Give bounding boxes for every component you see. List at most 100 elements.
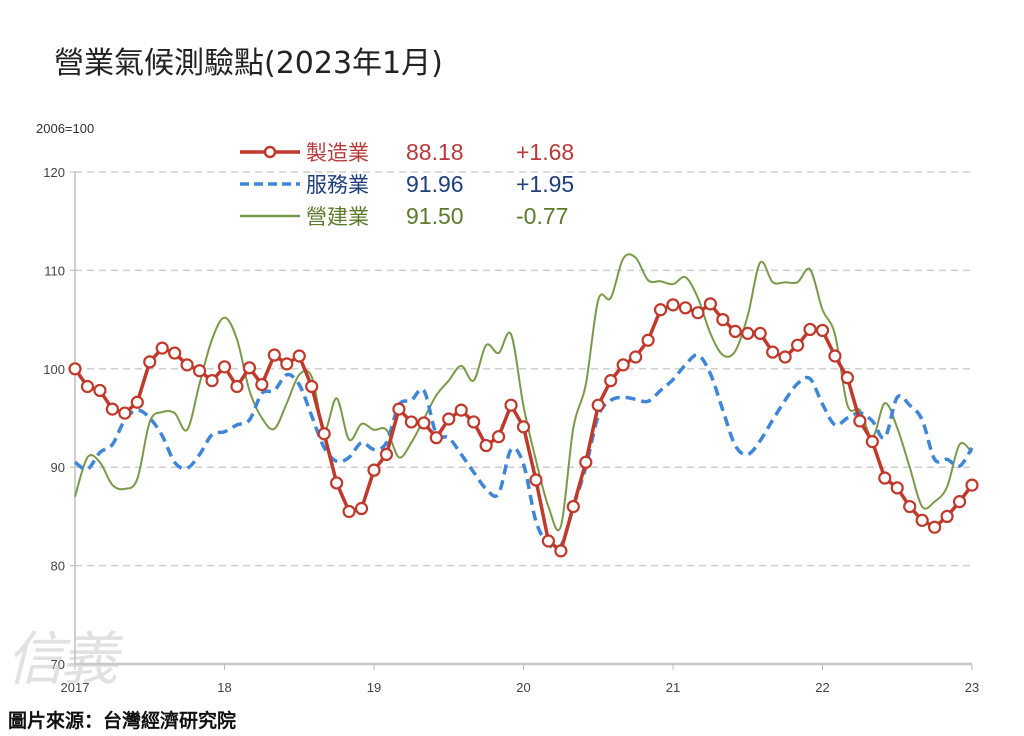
x-tick-label: 2017 <box>61 680 90 695</box>
axes: 2017 18 19 20 21 22 23 <box>61 172 979 695</box>
y-tick-label: 110 <box>44 263 65 278</box>
services-line <box>73 353 974 551</box>
legend-item-construction: 營建業 91.50 -0.77 <box>240 200 574 232</box>
data-point-marker <box>853 414 867 428</box>
data-point-marker <box>716 313 730 327</box>
data-point-marker <box>653 303 668 317</box>
y-tick-label: 90 <box>51 460 65 475</box>
data-point-marker <box>965 478 979 492</box>
data-point-marker <box>317 427 331 441</box>
data-point-marker <box>280 357 294 371</box>
data-point-marker <box>467 415 481 429</box>
data-point-marker <box>429 431 443 445</box>
series-lines <box>68 253 979 558</box>
data-point-marker <box>392 402 406 416</box>
data-point-marker <box>903 499 917 514</box>
data-point-marker <box>703 297 717 311</box>
data-point-marker <box>292 349 306 363</box>
data-point-marker <box>479 438 493 453</box>
legend-name: 製造業 <box>306 141 369 165</box>
chart-title: 營業氣候測驗點(2023年1月) <box>54 46 443 81</box>
data-point-marker <box>155 341 169 355</box>
y-tick-label: 120 <box>43 165 65 180</box>
data-point-marker <box>591 398 605 412</box>
data-point-marker <box>778 350 792 364</box>
data-point-marker <box>741 326 755 340</box>
x-tick-label: 18 <box>217 680 231 695</box>
data-point-marker <box>217 360 232 374</box>
data-point-marker <box>940 509 954 524</box>
line-circle-icon <box>240 145 300 159</box>
data-point-marker <box>105 402 119 416</box>
data-point-marker <box>815 323 830 338</box>
data-point-marker <box>579 455 593 469</box>
data-point-marker <box>442 412 456 426</box>
data-point-marker <box>604 374 618 388</box>
data-point-marker <box>928 520 942 534</box>
data-point-marker <box>828 349 842 363</box>
data-point-marker <box>80 379 95 394</box>
legend-value: 91.50 <box>406 202 464 229</box>
data-point-marker <box>367 463 381 477</box>
data-point-marker <box>803 322 817 337</box>
data-point-marker <box>878 471 892 485</box>
data-point-marker <box>454 403 468 417</box>
data-point-marker <box>753 326 767 340</box>
data-point-marker <box>417 416 431 430</box>
legend-change: +1.68 <box>516 138 575 165</box>
data-point-marker <box>641 333 655 347</box>
data-point-marker <box>118 406 132 420</box>
data-point-marker <box>130 395 144 409</box>
data-point-marker <box>255 377 269 392</box>
x-tick-label: 20 <box>516 680 530 695</box>
data-point-marker <box>354 501 369 516</box>
data-point-marker <box>68 362 82 376</box>
image-source-caption: 圖片來源：台灣經濟研究院 <box>0 698 340 736</box>
legend-change: -0.77 <box>516 202 569 229</box>
data-point-marker <box>529 473 543 487</box>
legend-item-manufacturing: 製造業 88.18 +1.68 <box>240 136 574 168</box>
data-point-marker <box>554 544 568 558</box>
y-tick-label: 80 <box>51 559 65 574</box>
data-point-marker <box>93 383 107 398</box>
data-point-marker <box>379 447 394 462</box>
data-point-marker <box>242 361 257 375</box>
legend-value: 91.96 <box>406 170 464 197</box>
data-point-marker <box>180 358 194 372</box>
data-point-marker <box>666 298 680 312</box>
data-point-marker <box>616 358 630 372</box>
legend: 製造業 88.18 +1.68 服務業 91.96 +1.95 營建業 91.5… <box>240 136 574 232</box>
data-point-marker <box>691 306 705 320</box>
data-point-marker <box>678 301 693 315</box>
data-point-marker <box>952 495 967 509</box>
data-point-marker <box>728 324 742 339</box>
x-tick-label: 22 <box>815 680 829 695</box>
legend-value: 88.18 <box>406 138 464 165</box>
data-point-marker <box>342 504 356 519</box>
data-point-marker <box>267 348 281 362</box>
baseline-label: 2006=100 <box>36 121 95 136</box>
data-point-marker <box>766 345 780 359</box>
legend-item-services: 服務業 91.96 +1.95 <box>240 168 574 200</box>
data-point-marker <box>205 374 219 388</box>
legend-name: 營建業 <box>306 205 369 229</box>
x-tick-label: 23 <box>965 680 979 695</box>
y-tick-label: 100 <box>43 362 65 377</box>
data-point-marker <box>230 379 244 394</box>
data-point-marker <box>790 338 805 352</box>
data-point-marker <box>504 398 518 412</box>
legend-change: +1.95 <box>516 170 575 197</box>
watermark: 信義 <box>6 625 118 693</box>
data-point-marker <box>168 346 182 360</box>
solid-line-icon <box>240 214 300 218</box>
dashed-line-icon <box>240 182 300 186</box>
data-point-marker <box>404 415 418 429</box>
construction-line <box>74 253 973 532</box>
y-tick-label: 70 <box>51 657 65 672</box>
data-point-marker <box>840 371 855 385</box>
data-point-marker <box>865 435 879 449</box>
data-point-marker <box>890 481 904 495</box>
x-tick-label: 21 <box>666 680 680 695</box>
data-point-marker <box>516 420 531 434</box>
